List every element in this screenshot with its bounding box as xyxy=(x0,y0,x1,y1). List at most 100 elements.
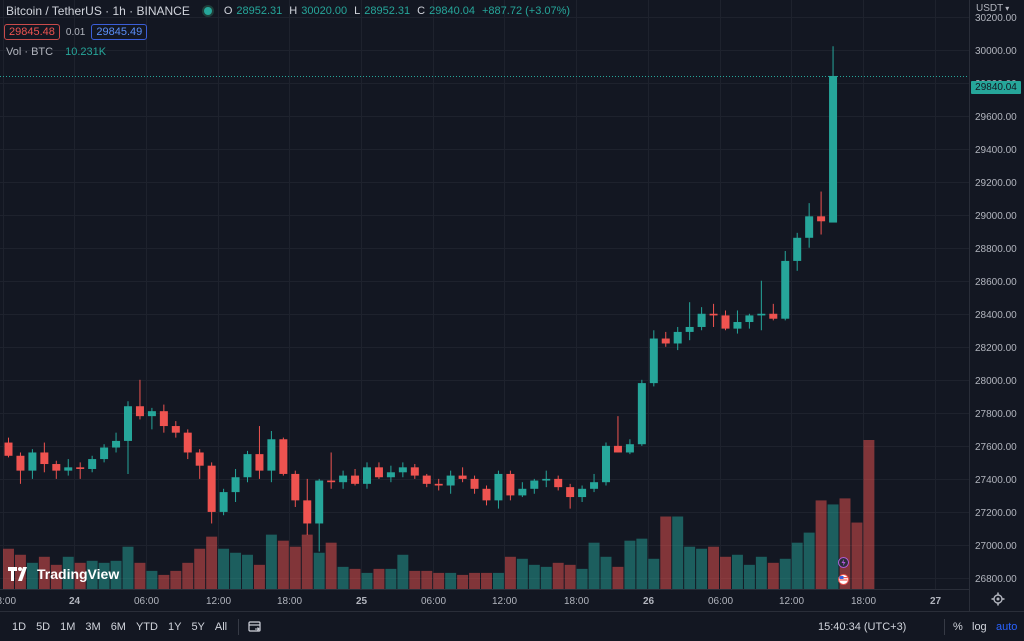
percent-scale-toggle[interactable]: % xyxy=(953,620,963,633)
volume-bar xyxy=(397,554,409,589)
candle-body xyxy=(709,313,718,316)
volume-bar xyxy=(26,562,38,589)
currency-label: USDT xyxy=(976,3,1004,14)
candle-body xyxy=(410,467,419,476)
time-axis[interactable]: 18:00 24 06:00 12:00 18:00 25 06:00 12:00 18:00 2… xyxy=(0,596,941,607)
timeframe-ytd[interactable]: YTD xyxy=(135,620,158,633)
gear-icon[interactable] xyxy=(991,592,1005,606)
volume-bar xyxy=(528,564,540,589)
calendar-goto-icon[interactable] xyxy=(247,620,261,634)
log-scale-toggle[interactable]: log xyxy=(972,620,987,633)
volume-bar xyxy=(361,572,373,589)
volume-bar xyxy=(660,516,672,589)
price-tick-label: 27800.00 xyxy=(975,409,1017,420)
volume-bar xyxy=(624,540,636,589)
volume-legend[interactable]: Vol · BTC 10.231K xyxy=(6,46,106,58)
bid-ask-panel: 29845.48 0.01 29845.49 xyxy=(4,24,148,40)
volume-bar xyxy=(409,570,421,589)
volume-bar xyxy=(337,566,349,589)
tradingview-logo-icon xyxy=(8,567,27,581)
volume-bar xyxy=(457,574,469,589)
volume-bar xyxy=(839,498,851,589)
candlestick-series xyxy=(4,46,838,552)
candle-body xyxy=(781,260,790,319)
candle-body xyxy=(291,473,300,501)
candle-body xyxy=(446,475,455,486)
tradingview-logo[interactable]: TradingView xyxy=(8,566,119,582)
chart-grid xyxy=(0,0,969,589)
candle-body xyxy=(578,488,587,498)
bottom-toolbar: 1D 5D 1M 3M 6M YTD 1Y 5Y All 15:40:34 (U… xyxy=(0,611,1024,641)
candle-body xyxy=(494,473,503,501)
volume-bar xyxy=(62,556,74,589)
candle-body xyxy=(602,445,610,483)
volume-bar xyxy=(815,500,827,589)
time-tick-label: 12:00 xyxy=(779,596,804,607)
timeframe-all[interactable]: All xyxy=(214,620,228,633)
volume-bar xyxy=(743,564,755,589)
price-tick-label: 28400.00 xyxy=(975,310,1017,321)
currency-selector[interactable]: USDT ▾ xyxy=(976,3,1009,14)
last-price-tag: 29840.04 xyxy=(971,81,1021,94)
sell-price-button[interactable]: 29845.48 xyxy=(4,24,60,40)
timeframe-1y[interactable]: 1Y xyxy=(167,620,182,633)
candle-body xyxy=(625,444,634,453)
candle-body xyxy=(303,500,312,524)
volume-bar xyxy=(385,568,397,589)
volume-bar xyxy=(74,562,86,589)
timeframe-5y[interactable]: 5Y xyxy=(191,620,205,633)
volume-bar xyxy=(492,572,504,589)
volume-bar xyxy=(612,566,624,589)
price-tick-label: 27400.00 xyxy=(975,475,1017,486)
legend-high: 30020.00 xyxy=(301,5,348,17)
time-tick-label: 18:00 xyxy=(0,596,16,607)
timeframe-3m[interactable]: 3M xyxy=(85,620,101,633)
candle-body xyxy=(637,383,646,445)
volume-bar xyxy=(791,542,803,589)
candle-body xyxy=(100,447,109,460)
legend-close-label: C xyxy=(417,5,426,17)
volume-bar xyxy=(636,538,648,589)
price-tick-label: 29600.00 xyxy=(975,112,1017,123)
timeframe-6m[interactable]: 6M xyxy=(110,620,126,633)
legend-change: +887.72 (+3.07%) xyxy=(482,5,571,17)
volume-bar xyxy=(86,560,98,589)
us-flag-event-icon[interactable] xyxy=(838,574,849,585)
volume-bar xyxy=(803,532,815,589)
volume-bar xyxy=(170,570,182,589)
candle-body xyxy=(769,313,778,319)
buy-price-button[interactable]: 29845.49 xyxy=(91,24,148,40)
volume-bar xyxy=(600,556,612,589)
timeframe-5d[interactable]: 5D xyxy=(36,620,51,633)
auto-scale-toggle[interactable]: auto xyxy=(996,620,1018,633)
clock-timezone[interactable]: 15:40:34 (UTC+3) xyxy=(818,620,907,633)
volume-bar xyxy=(516,558,528,589)
price-tick-label: 28800.00 xyxy=(975,244,1017,255)
candle-body xyxy=(518,488,527,496)
timeframe-1m[interactable]: 1M xyxy=(60,620,76,633)
symbol-title[interactable]: Bitcoin / TetherUS · 1h · BINANCE xyxy=(6,4,190,18)
volume-bar xyxy=(242,554,253,589)
time-tick-label: 06:00 xyxy=(134,596,159,607)
timeframe-1d[interactable]: 1D xyxy=(12,620,27,633)
volume-bar xyxy=(289,546,301,589)
volume-bar xyxy=(779,558,791,589)
volume-bar xyxy=(421,570,433,589)
volume-bar xyxy=(134,562,146,589)
candle-body xyxy=(793,237,802,261)
toolbar-divider xyxy=(238,618,240,635)
volume-bar xyxy=(648,558,660,589)
candle-body xyxy=(28,452,37,471)
candle-body xyxy=(135,406,144,417)
volume-bar xyxy=(122,546,134,589)
candle-body xyxy=(649,338,658,384)
volume-bar xyxy=(708,546,720,589)
candle-body xyxy=(171,426,180,433)
time-tick-label: 12:00 xyxy=(492,596,517,607)
time-tick-label: 06:00 xyxy=(421,596,446,607)
volume-bar xyxy=(14,554,26,589)
volume-bar xyxy=(277,540,289,589)
candle-body xyxy=(673,331,682,344)
lightning-event-icon[interactable] xyxy=(838,557,849,568)
